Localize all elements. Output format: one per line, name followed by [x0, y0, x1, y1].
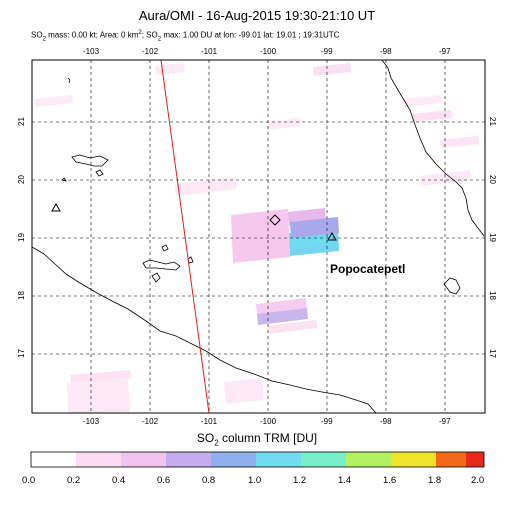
subtitle-so2-2: ; SO — [141, 30, 158, 40]
colorbar — [30, 451, 485, 468]
lon-tick-bottom-100: -100 — [260, 417, 277, 426]
island-north — [67, 77, 71, 84]
subtitle-sup: 2 — [138, 30, 142, 36]
lake-small-2 — [161, 244, 169, 252]
lat-tick-right-19: 19 — [487, 233, 497, 242]
lake-chapala — [142, 259, 181, 271]
map-frame — [31, 59, 486, 414]
lon-tick-top-98: -98 — [380, 47, 392, 56]
lat-tick-left-21: 21 — [16, 117, 26, 126]
island-small-b — [61, 177, 67, 182]
colorbar-tick-8: 1.6 — [383, 475, 397, 486]
colorbar-tick-3: 0.6 — [157, 475, 171, 486]
subtitle-sub: 2 — [42, 36, 46, 43]
colorbar-tick-5: 1.0 — [248, 475, 262, 486]
pacific-coastline — [32, 246, 377, 413]
volcano-markers — [51, 202, 337, 241]
lake-small-1 — [151, 272, 161, 283]
colorbar-title-suffix: column TRM [DU] — [218, 431, 318, 445]
subtitle-so2: SO — [31, 30, 43, 40]
lat-tick-left-19: 19 — [16, 233, 26, 242]
colorbar-tick-10: 2.0 — [471, 475, 485, 486]
map-subtitle: SO2 mass: 0.00 kt; Area: 0 km2; SO2 max:… — [31, 30, 339, 42]
lat-tick-right-17: 17 — [487, 349, 497, 358]
map-title: Aura/OMI - 16-Aug-2015 19:30-21:10 UT — [138, 8, 376, 23]
orbit-swath-edge — [160, 59, 210, 414]
colorbar-title-so: SO — [196, 431, 215, 445]
lat-tick-right-18: 18 — [487, 291, 497, 300]
lon-tick-top-101: -101 — [201, 47, 218, 56]
lat-tick-left-18: 18 — [16, 291, 26, 300]
lat-tick-left-20: 20 — [16, 175, 26, 184]
volcano-popocatepetl-marker — [327, 231, 337, 241]
lon-tick-top-102: -102 — [142, 47, 159, 56]
so2-max-marker — [269, 214, 281, 226]
colorbar-tick-9: 1.8 — [428, 475, 442, 486]
island-small-a — [95, 169, 104, 177]
lon-tick-bottom-99: -99 — [321, 417, 333, 426]
lat-tick-right-20: 20 — [487, 175, 497, 184]
lon-tick-bottom-98: -98 — [380, 417, 392, 426]
subtitle-mass-area: mass: 0.00 kt; Area: 0 km — [45, 30, 139, 40]
lon-tick-bottom-97: -97 — [439, 417, 451, 426]
graticule — [32, 60, 485, 413]
colorbar-tick-7: 1.4 — [338, 475, 352, 486]
lat-tick-right-21: 21 — [487, 117, 497, 126]
lon-tick-bottom-102: -102 — [142, 417, 159, 426]
colorbar-title-sub: 2 — [214, 438, 219, 448]
volcano-label-popocatepetl: Popocatepetl — [330, 262, 406, 276]
coastlines — [32, 60, 485, 413]
lon-tick-top-103: -103 — [83, 47, 100, 56]
colorbar-tick-1: 0.2 — [67, 475, 81, 486]
colorbar-tick-6: 1.2 — [293, 475, 307, 486]
lon-tick-bottom-103: -103 — [83, 417, 100, 426]
lon-tick-bottom-101: -101 — [201, 417, 218, 426]
lake-east — [443, 277, 461, 295]
lon-tick-top-99: -99 — [321, 47, 333, 56]
colorbar-tick-4: 0.8 — [202, 475, 216, 486]
colorbar-tick-0: 0.0 — [22, 475, 36, 486]
colorbar-title: SO2 column TRM [DU] — [0, 431, 514, 447]
subtitle-max-info: max: 1.00 DU at lon: -99.01 lat: 19.01 ;… — [161, 30, 340, 40]
subtitle-sub2: 2 — [157, 36, 162, 43]
gulf-coastline — [381, 60, 485, 237]
islands-tres-marias — [71, 154, 109, 167]
lon-tick-top-97: -97 — [439, 47, 451, 56]
lon-tick-top-100: -100 — [260, 47, 277, 56]
lat-tick-left-17: 17 — [16, 349, 26, 358]
colorbar-tick-2: 0.4 — [112, 475, 126, 486]
volcano-west-marker — [51, 202, 61, 212]
